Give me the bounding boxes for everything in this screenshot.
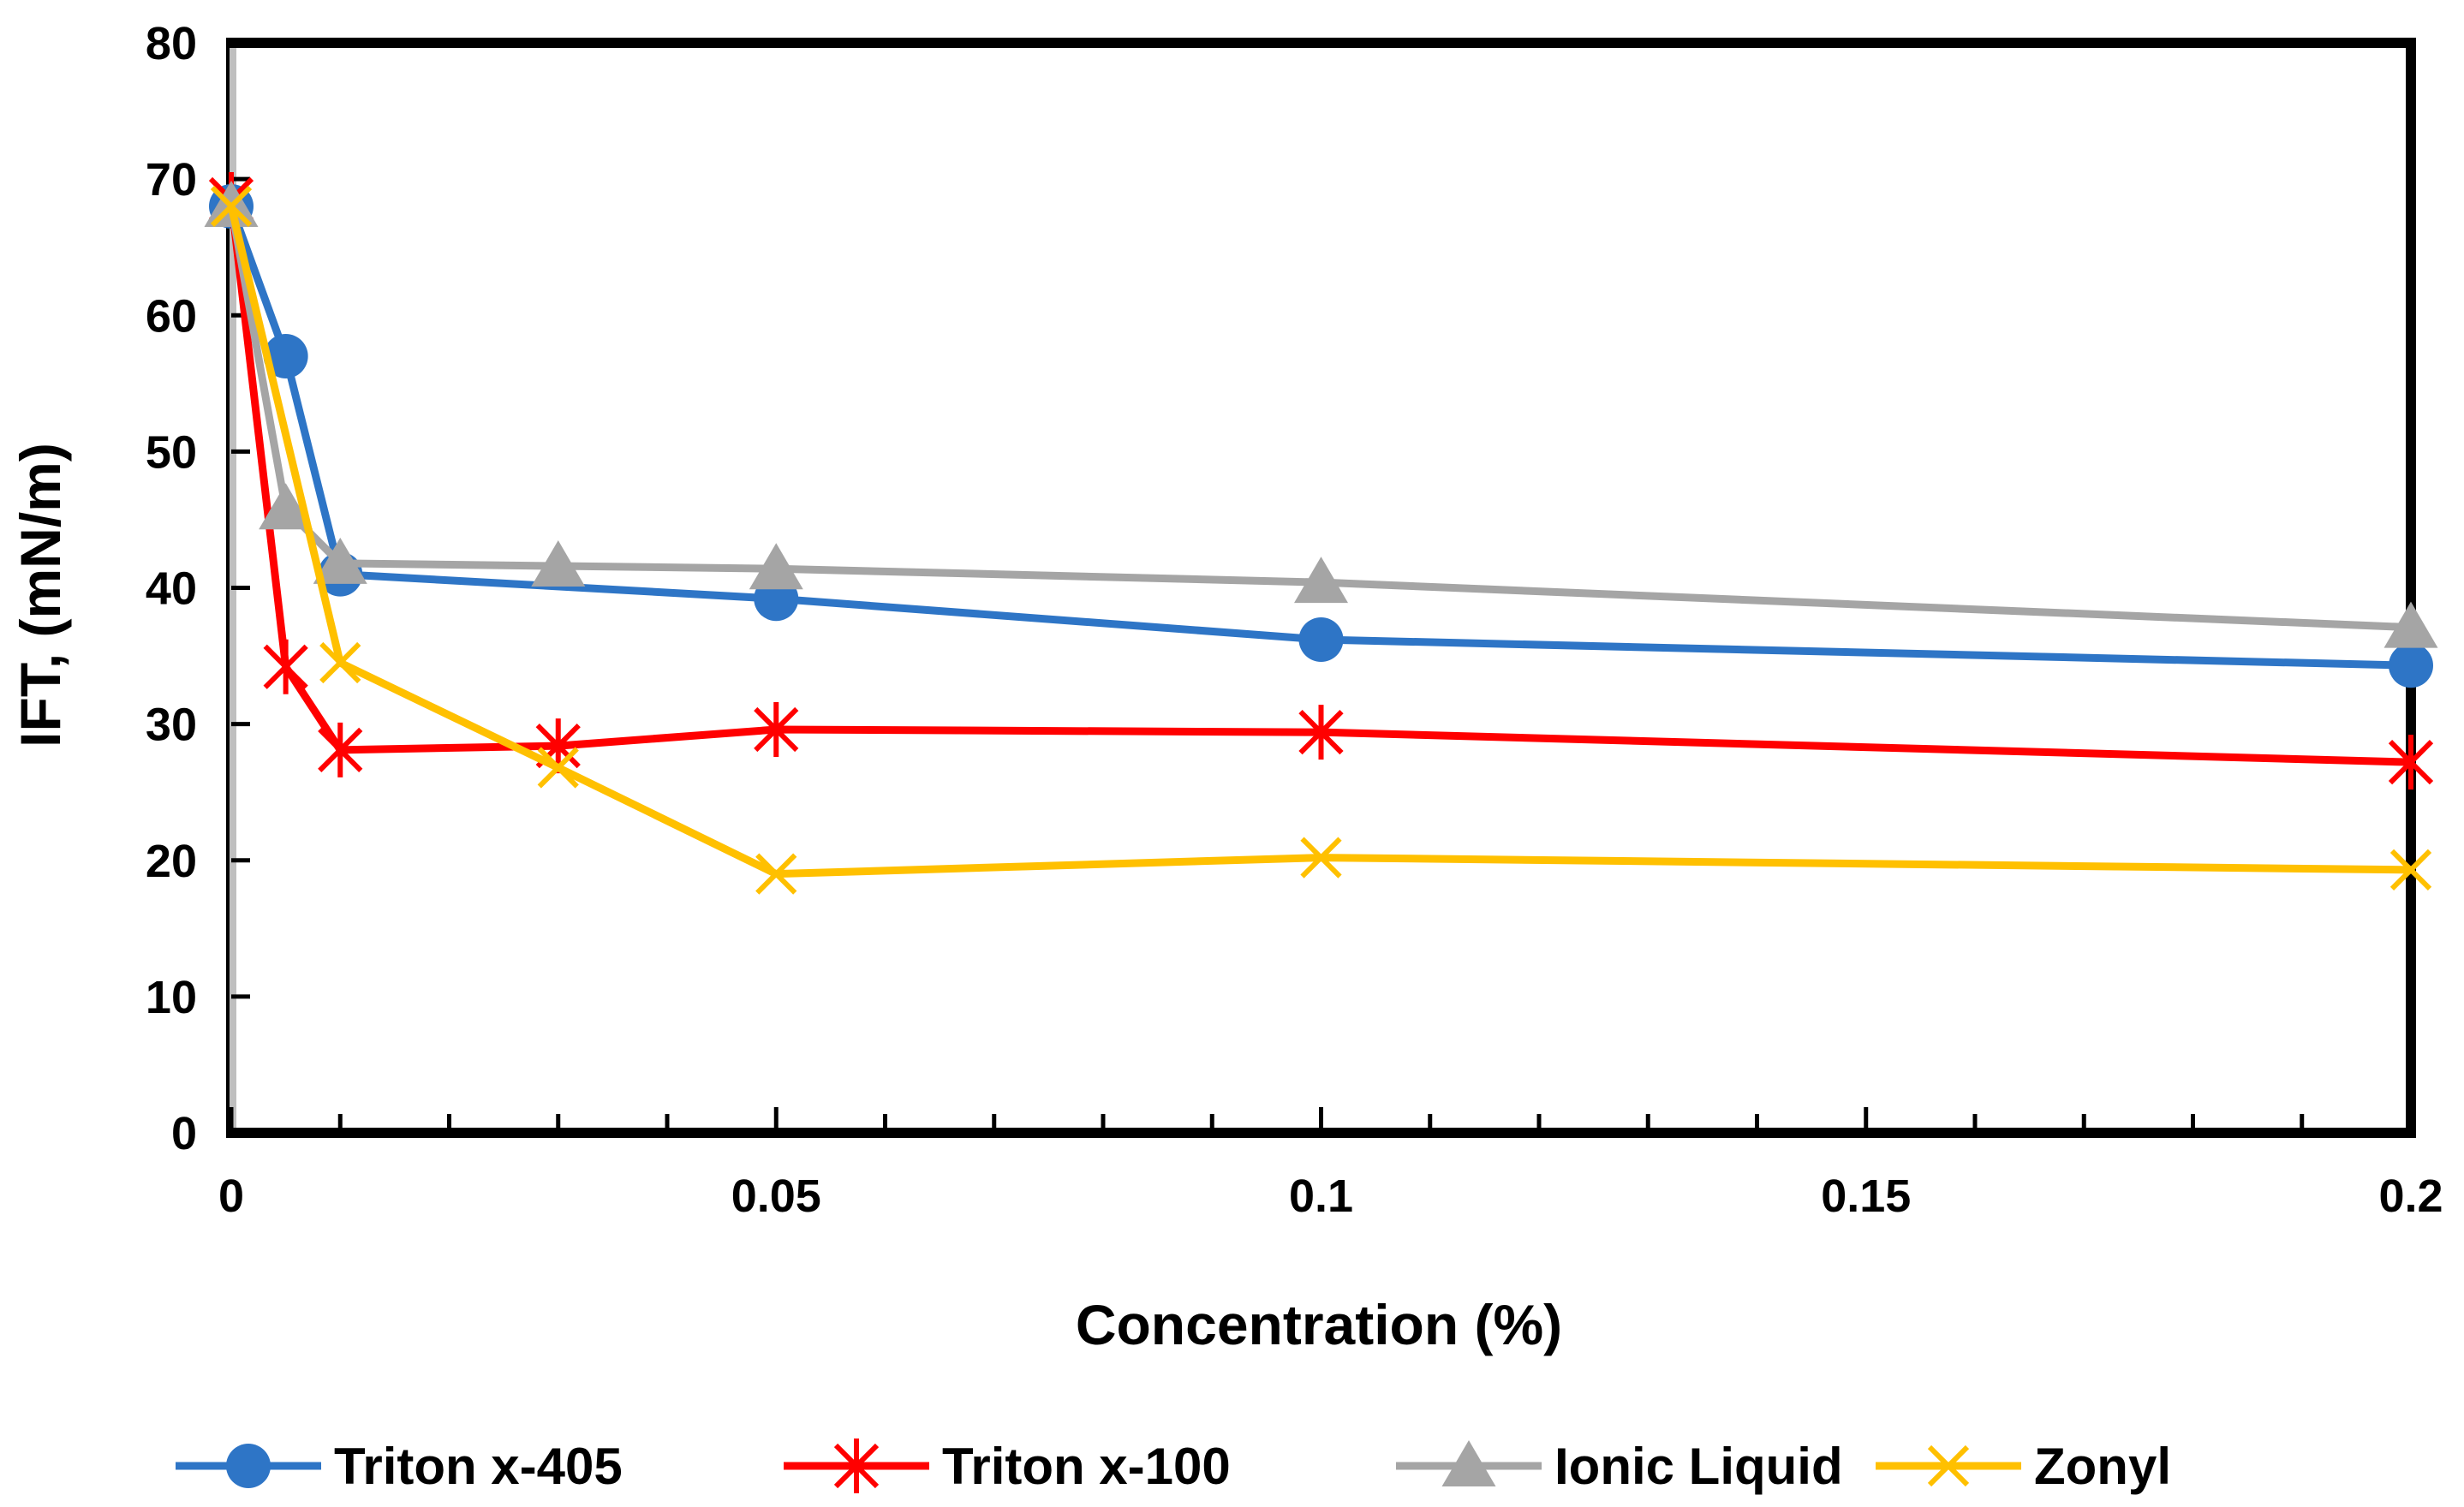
series-line bbox=[227, 202, 2415, 879]
legend-label: Triton x-100 bbox=[942, 1438, 1231, 1495]
legend-label: Triton x-405 bbox=[334, 1438, 623, 1495]
x-tick-label: 0.15 bbox=[1821, 1170, 1911, 1222]
y-tick-label: 60 bbox=[146, 290, 197, 342]
data-point-triangle bbox=[2383, 601, 2438, 648]
data-point-triangle bbox=[259, 483, 313, 530]
y-tick-label: 10 bbox=[146, 972, 197, 1023]
data-point-star bbox=[1298, 705, 1344, 760]
series-zonyl bbox=[210, 185, 2432, 895]
data-point-triangle bbox=[1294, 557, 1348, 604]
legend-item: Zonyl bbox=[1876, 1438, 2171, 1495]
data-point-x bbox=[210, 185, 253, 228]
legend-label: Zonyl bbox=[2034, 1438, 2171, 1495]
y-tick-label: 20 bbox=[146, 836, 197, 887]
data-point-circle bbox=[263, 333, 308, 378]
y-axis-title: IFT, (mN/m) bbox=[9, 443, 72, 748]
legend: Triton x-405 Triton x-100 Ionic Liquid Zony… bbox=[176, 1438, 2171, 1495]
x-axis-title: Concentration (%) bbox=[1076, 1293, 1562, 1356]
data-point-star bbox=[263, 639, 308, 694]
y-tick-label: 70 bbox=[146, 154, 197, 206]
x-tick-label: 0.1 bbox=[1289, 1170, 1353, 1222]
data-point-circle bbox=[1298, 616, 1344, 662]
data-point-triangle bbox=[531, 540, 586, 587]
x-axis-ticks: 0 0.05 0.1 0.15 0.2 bbox=[218, 1107, 2443, 1222]
series-triton-x-100 bbox=[208, 171, 2434, 790]
y-tick-label: 80 bbox=[146, 18, 197, 69]
data-point-circle bbox=[226, 1444, 271, 1488]
legend-item: Triton x-100 bbox=[784, 1438, 1231, 1495]
data-point-circle bbox=[2389, 643, 2433, 688]
y-axis-ticks: 0 10 20 30 40 50 60 70 80 bbox=[146, 18, 250, 1159]
data-point-triangle bbox=[313, 537, 367, 584]
data-point-triangle bbox=[1441, 1440, 1496, 1486]
data-point-star bbox=[318, 722, 363, 777]
y-tick-label: 0 bbox=[171, 1108, 197, 1159]
data-point-x bbox=[537, 747, 579, 789]
data-point-x bbox=[1300, 837, 1342, 879]
data-point-star bbox=[833, 1438, 880, 1493]
x-tick-label: 0.2 bbox=[2378, 1170, 2443, 1222]
legend-label: Ionic Liquid bbox=[1554, 1438, 1843, 1495]
data-point-x bbox=[2389, 849, 2432, 891]
legend-item: Ionic Liquid bbox=[1396, 1438, 1843, 1495]
y-tick-label: 50 bbox=[146, 426, 197, 478]
data-point-star bbox=[754, 701, 799, 757]
x-tick-label: 0.05 bbox=[731, 1170, 821, 1222]
legend-item: Triton x-405 bbox=[176, 1438, 623, 1495]
y-tick-label: 30 bbox=[146, 700, 197, 751]
data-point-x bbox=[1927, 1444, 1970, 1487]
x-tick-label: 0 bbox=[218, 1170, 244, 1222]
series-layer bbox=[204, 171, 2438, 895]
y-tick-label: 40 bbox=[146, 563, 197, 615]
data-point-x bbox=[319, 641, 361, 684]
data-point-x bbox=[755, 853, 797, 895]
data-point-star bbox=[2388, 735, 2434, 790]
data-point-triangle bbox=[749, 543, 803, 590]
